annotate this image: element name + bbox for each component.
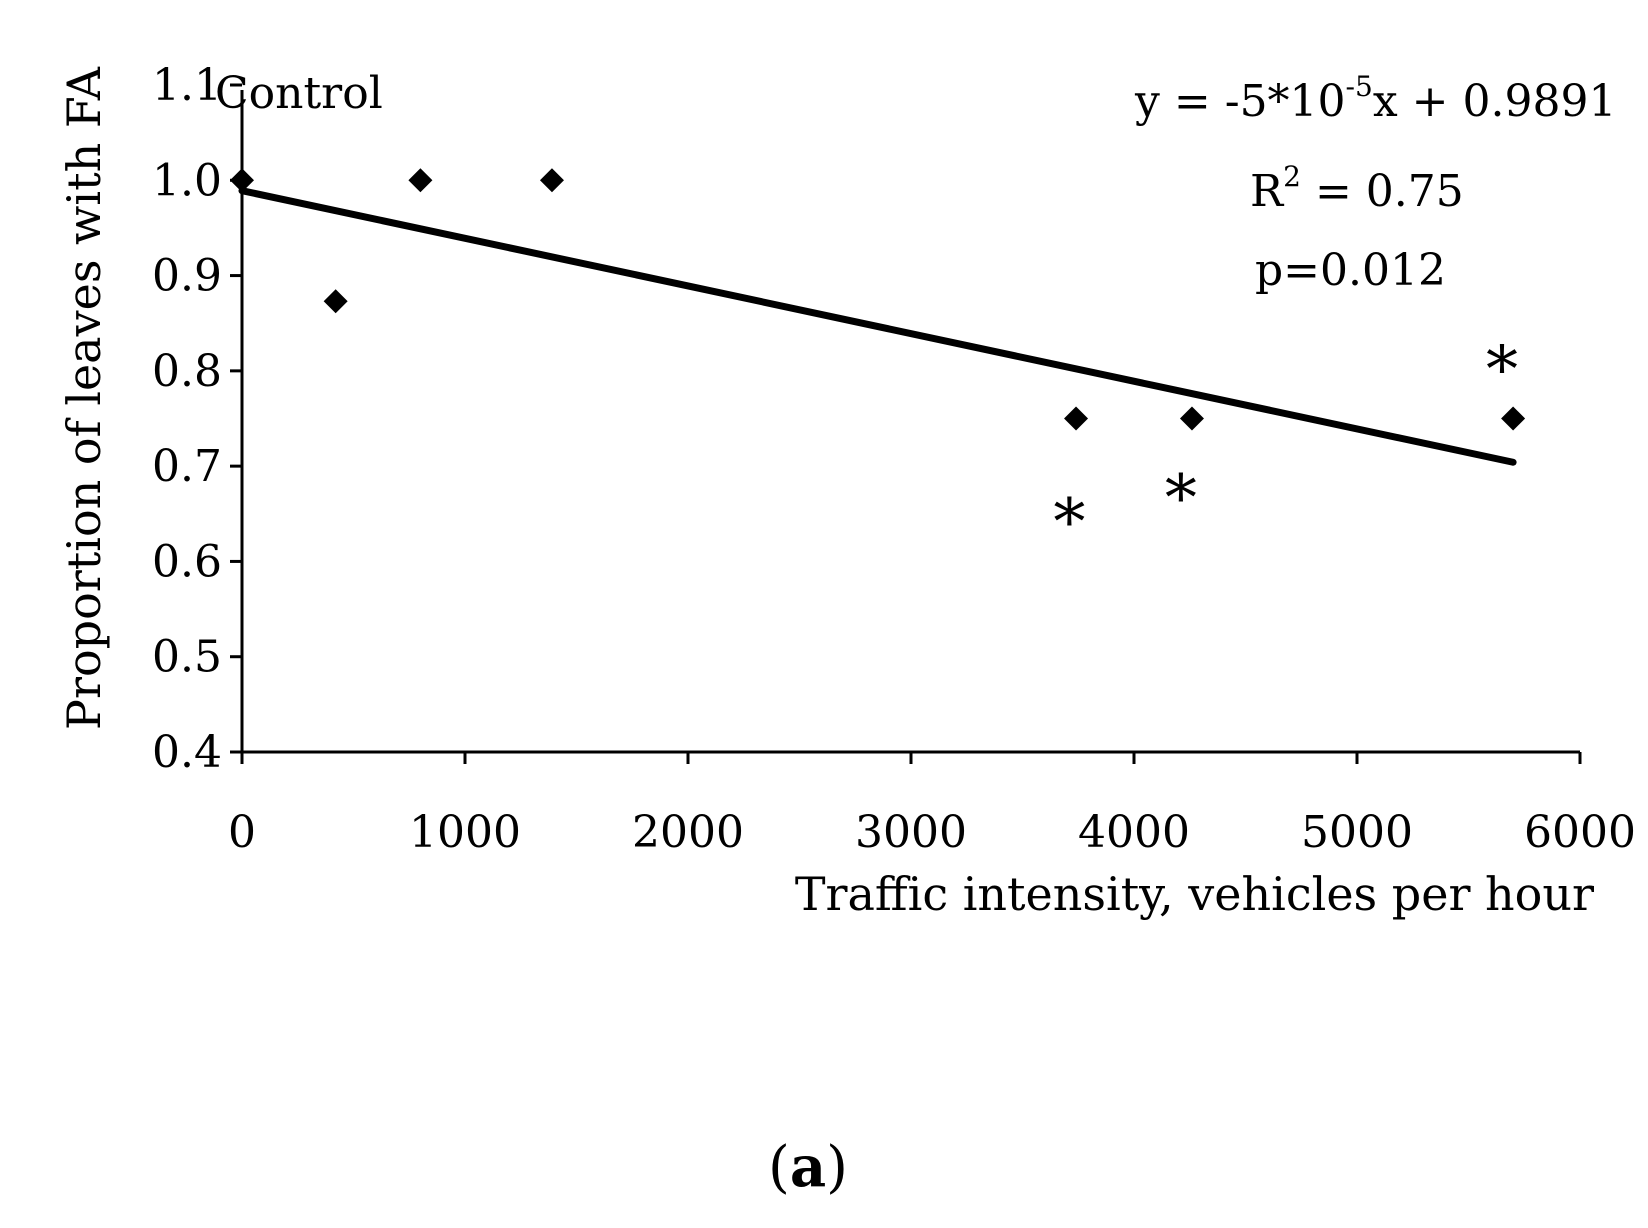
x-tick-label: 4000: [1078, 807, 1190, 858]
r2-exponent: 2: [1283, 160, 1301, 193]
y-tick-label: 1.0: [152, 155, 222, 206]
y-tick-label: 1.1: [152, 60, 222, 111]
x-tick-label: 0: [228, 807, 256, 858]
x-tick-label: 2000: [632, 807, 744, 858]
y-ticks: 0.4 0.5 0.6 0.7 0.8 0.9 1.0 1.1: [152, 60, 242, 778]
x-tick-label: 5000: [1301, 807, 1413, 858]
x-axis-title: Traffic intensity, vehicles per hour: [795, 867, 1594, 921]
panel-label: (a): [768, 1134, 848, 1200]
data-point: [230, 168, 254, 193]
y-tick-label: 0.7: [152, 441, 222, 492]
r2-base: R: [1250, 166, 1285, 217]
p-value: p=0.012: [1255, 245, 1446, 296]
x-tick-label: 6000: [1524, 807, 1636, 858]
y-tick-label: 0.9: [152, 251, 222, 302]
data-points: [230, 168, 1526, 431]
data-point: [1501, 406, 1526, 431]
equation-exponent: -5: [1346, 70, 1373, 103]
y-axis-title: Proportion of leaves with FA: [57, 66, 111, 730]
r2-suffix: = 0.75: [1301, 166, 1464, 217]
data-point: [539, 168, 564, 193]
panel-label-open: (: [768, 1135, 790, 1200]
x-tick-label: 1000: [409, 807, 521, 858]
equation-suffix: x + 0.9891: [1373, 76, 1617, 127]
regression-equation: y = -5*10-5x + 0.9891: [1134, 70, 1616, 127]
control-label: Control: [215, 68, 383, 119]
y-tick-label: 0.5: [152, 632, 222, 683]
y-tick-label: 0.4: [152, 727, 222, 778]
equation-prefix: y = -5*10: [1134, 76, 1346, 127]
data-point: [408, 168, 433, 193]
significance-asterisk: *: [1486, 333, 1518, 407]
significance-asterisk: *: [1053, 486, 1085, 560]
significance-markers: * * *: [1053, 333, 1518, 559]
data-point: [323, 289, 348, 314]
panel-label-letter: a: [790, 1134, 826, 1200]
r-squared: R2 = 0.75: [1250, 160, 1464, 217]
significance-asterisk: *: [1165, 462, 1197, 536]
x-ticks: 0 1000 2000 3000 4000 5000 6000: [228, 752, 1636, 858]
panel-label-close: ): [826, 1135, 848, 1200]
data-point: [1064, 406, 1089, 431]
x-tick-label: 3000: [855, 807, 967, 858]
y-tick-label: 0.8: [152, 346, 222, 397]
y-tick-label: 0.6: [152, 536, 222, 587]
data-point: [1179, 406, 1204, 431]
trendline: [238, 187, 1517, 466]
